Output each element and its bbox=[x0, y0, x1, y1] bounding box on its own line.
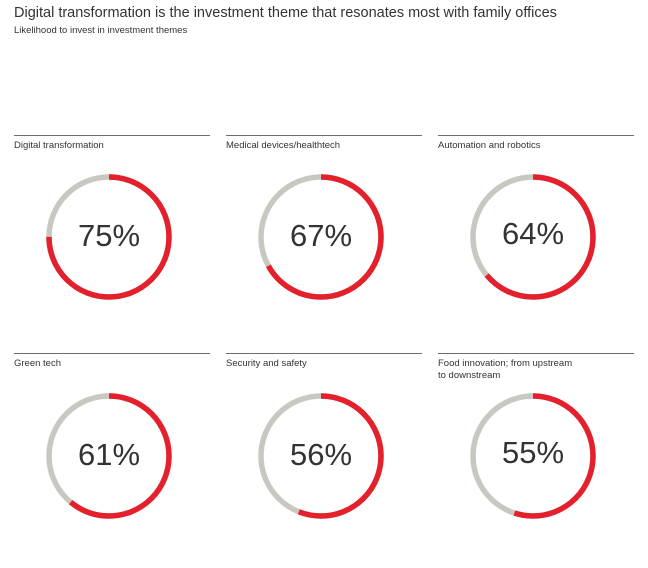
chart-subtitle: Likelihood to invest in investment theme… bbox=[14, 25, 188, 36]
theme-label: Food innovation; from upstream to downst… bbox=[438, 358, 573, 381]
theme-panel-green-tech: Green tech bbox=[14, 353, 210, 370]
theme-panel-food-innovation: Food innovation; from upstream to downst… bbox=[438, 353, 634, 382]
donut-value-label: 75% bbox=[78, 218, 140, 253]
donut-medical-devices: 67% bbox=[258, 174, 384, 300]
donut-value-label: 56% bbox=[290, 437, 352, 472]
donut-value-arc bbox=[258, 174, 384, 300]
panel-divider bbox=[14, 353, 210, 354]
donut-value-label: 67% bbox=[290, 218, 352, 253]
donut-automation-robotics: 64% bbox=[470, 174, 596, 300]
donut-value-label: 61% bbox=[78, 437, 140, 472]
donut-value-arc bbox=[46, 174, 172, 300]
donut-value-arc bbox=[258, 393, 384, 519]
theme-panel-medical-devices: Medical devices/healthtech bbox=[226, 135, 422, 152]
panel-divider bbox=[226, 353, 422, 354]
theme-label: Digital transformation bbox=[14, 140, 104, 151]
donut-value-label: 55% bbox=[502, 435, 564, 470]
panel-divider bbox=[438, 353, 634, 354]
theme-panel-automation-robotics: Automation and robotics bbox=[438, 135, 634, 152]
theme-label: Automation and robotics bbox=[438, 140, 541, 151]
donut-digital-transformation: 75% bbox=[46, 174, 172, 300]
panel-divider bbox=[438, 135, 634, 136]
theme-label: Medical devices/healthtech bbox=[226, 140, 341, 151]
theme-label: Green tech bbox=[14, 358, 61, 369]
panel-divider bbox=[14, 135, 210, 136]
donut-green-tech: 61% bbox=[46, 393, 172, 519]
donut-value-arc bbox=[470, 174, 596, 300]
chart-title: Digital transformation is the investment… bbox=[14, 5, 557, 21]
theme-label: Security and safety bbox=[226, 358, 307, 369]
theme-panel-digital-transformation: Digital transformation bbox=[14, 135, 210, 152]
donut-value-label: 64% bbox=[502, 216, 564, 251]
donut-value-arc bbox=[470, 393, 596, 519]
donut-security-safety: 56% bbox=[258, 393, 384, 519]
donut-value-arc bbox=[46, 393, 172, 519]
donut-food-innovation: 55% bbox=[470, 393, 596, 519]
panel-divider bbox=[226, 135, 422, 136]
theme-panel-security-safety: Security and safety bbox=[226, 353, 422, 370]
